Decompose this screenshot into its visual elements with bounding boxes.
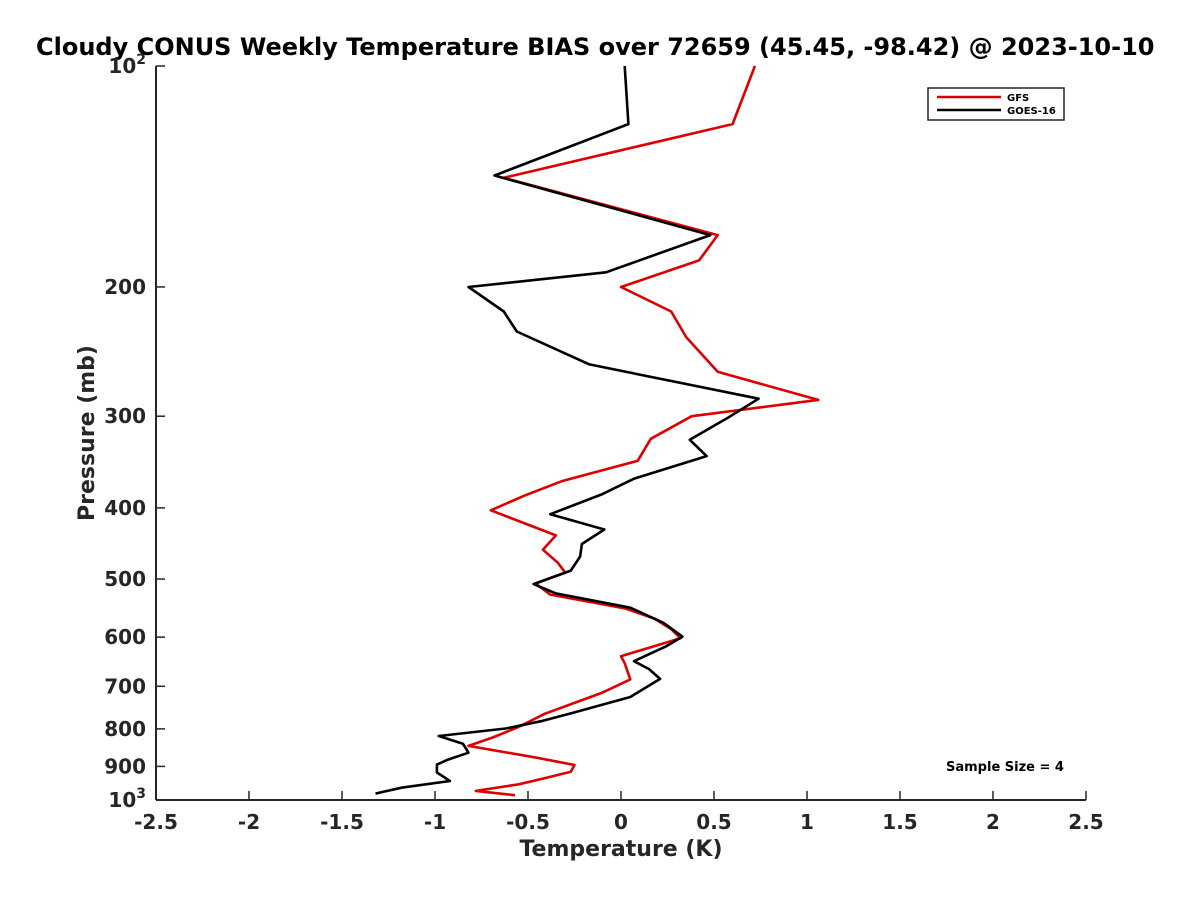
plot-lines	[375, 65, 820, 797]
y-ticks: 102 200 300 400 500 600 700 800 900 103	[104, 52, 165, 812]
x-tick-label: 1.5	[882, 810, 917, 834]
y-tick-label: 700	[104, 674, 146, 698]
x-tick-label: 2.5	[1068, 810, 1103, 834]
x-tick-label: -2.5	[134, 810, 178, 834]
sample-size-annotation: Sample Size = 4	[946, 760, 1064, 775]
legend-label-gfs: GFS	[1007, 93, 1029, 104]
axes	[155, 66, 1086, 801]
x-tick-label: 0.5	[696, 810, 731, 834]
x-ticks: -2.5 -2 -1.5 -1 -0.5 0 0.5 1 1.5 2 2.5	[134, 791, 1104, 834]
y-tick-label: 400	[104, 496, 146, 520]
y-tick-label: 800	[104, 717, 146, 741]
x-axis-label: Temperature (K)	[519, 837, 722, 862]
x-tick-label: -1	[424, 810, 446, 834]
legend-label-goes16: GOES-16	[1007, 106, 1056, 117]
chart-title: Cloudy CONUS Weekly Temperature BIAS ove…	[36, 33, 1154, 61]
x-tick-label: 0	[614, 810, 628, 834]
y-tick-label: 500	[104, 567, 146, 591]
x-tick-label: 1	[800, 810, 814, 834]
legend-box	[927, 87, 1065, 121]
x-tick-label: -1.5	[320, 810, 364, 834]
x-tick-label: 2	[986, 810, 1000, 834]
y-tick-label: 900	[104, 754, 146, 778]
series-line-gfs	[467, 65, 820, 797]
y-tick-label: 300	[104, 404, 146, 428]
x-tick-label: -0.5	[506, 810, 550, 834]
y-axis-label: Pressure (mb)	[75, 345, 100, 521]
legend: GFS GOES-16	[927, 87, 1065, 121]
y-tick-label: 600	[104, 625, 146, 649]
x-tick-label: -2	[238, 810, 260, 834]
y-tick-label: 200	[104, 275, 146, 299]
y-tick-label: 102	[108, 52, 146, 78]
y-tick-label: 103	[108, 786, 146, 812]
series-line-goes16	[375, 65, 760, 795]
